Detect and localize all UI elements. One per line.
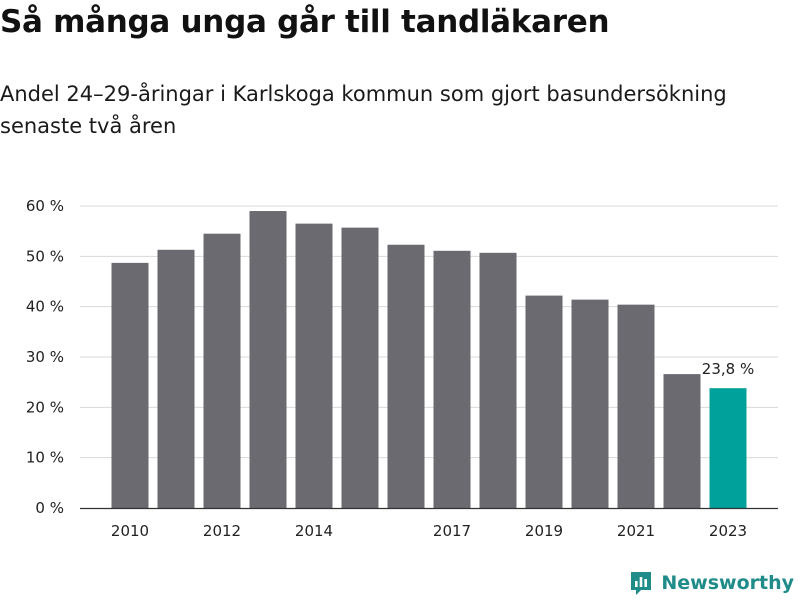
bar-2012 bbox=[203, 233, 241, 508]
bar-2010 bbox=[111, 262, 149, 508]
bar-2018 bbox=[479, 252, 517, 508]
y-tick-label: 60 % bbox=[26, 197, 64, 215]
bar-2014 bbox=[295, 223, 333, 508]
brand-name: Newsworthy bbox=[661, 572, 794, 594]
bar-2013 bbox=[249, 211, 287, 509]
bar-2015 bbox=[341, 227, 379, 509]
x-tick-label: 2014 bbox=[295, 522, 333, 540]
chart-subtitle: Andel 24–29-åringar i Karlskoga kommun s… bbox=[0, 82, 727, 138]
x-tick-label: 2012 bbox=[203, 522, 241, 540]
bar-2016 bbox=[387, 244, 425, 509]
bar-2023 bbox=[709, 388, 747, 508]
y-tick-label: 40 % bbox=[26, 298, 64, 316]
x-tick-label: 2021 bbox=[617, 522, 655, 540]
y-tick-label: 0 % bbox=[35, 499, 64, 517]
y-tick-label: 50 % bbox=[26, 247, 64, 265]
chart-title: Så många unga går till tandläkaren bbox=[0, 4, 610, 40]
data-label: 23,8 % bbox=[702, 360, 754, 378]
x-tick-label: 2010 bbox=[111, 522, 149, 540]
y-tick-label: 30 % bbox=[26, 348, 64, 366]
bar-2020 bbox=[571, 299, 609, 508]
x-tick-label: 2019 bbox=[525, 522, 563, 540]
bar-2019 bbox=[525, 295, 563, 508]
bar-2021 bbox=[617, 304, 655, 508]
newsworthy-logo-icon bbox=[631, 572, 652, 595]
y-tick-label: 20 % bbox=[26, 398, 64, 416]
bar-2017 bbox=[433, 250, 471, 508]
y-tick-label: 10 % bbox=[26, 449, 64, 467]
x-tick-label: 2017 bbox=[433, 522, 471, 540]
bar-2022 bbox=[663, 374, 701, 508]
bar-2011 bbox=[157, 249, 195, 509]
x-tick-label: 2023 bbox=[709, 522, 747, 540]
brand-logo: Newsworthy bbox=[629, 570, 794, 596]
